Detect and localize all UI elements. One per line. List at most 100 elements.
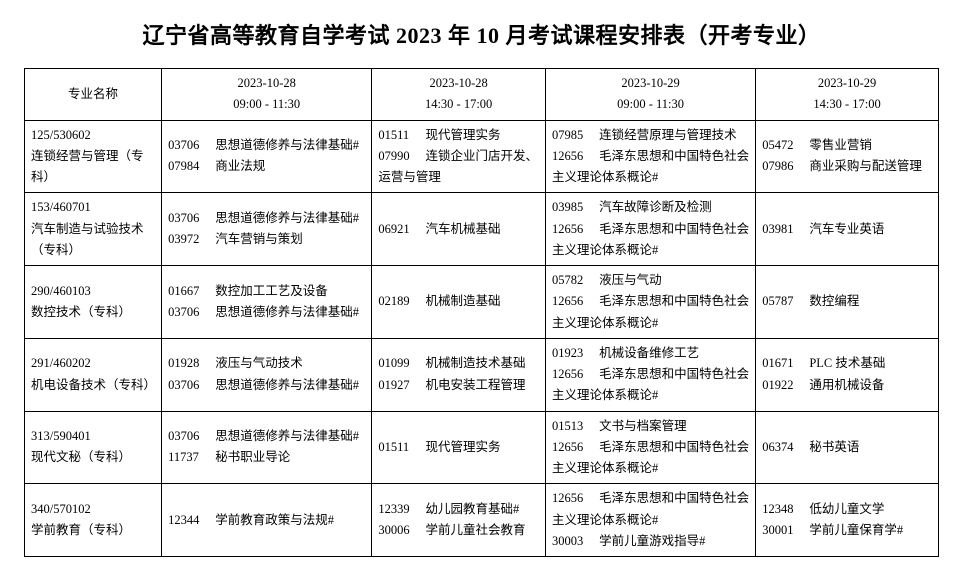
course-cell: 01667 数控加工工艺及设备03706 思想道德修养与法律基础# [162, 266, 372, 339]
course-cell: 03706 思想道德修养与法律基础#11737 秘书职业导论 [162, 411, 372, 484]
course-line: 05782 液压与气动 [552, 270, 749, 291]
course-name: 思想道德修养与法律基础# [212, 378, 359, 392]
course-name: 秘书职业导论 [212, 450, 290, 464]
course-name: 数控编程 [806, 294, 859, 308]
course-cell: 12344 学前教育政策与法规# [162, 484, 372, 557]
major-code: 340/570102 [31, 499, 155, 520]
course-line: 12656 毛泽东思想和中国特色社会主义理论体系概论# [552, 488, 749, 531]
col-s4-date: 2023-10-29 [762, 73, 932, 94]
course-code: 12656 [552, 291, 596, 312]
table-row: 153/460701汽车制造与试验技术（专科）03706 思想道德修养与法律基础… [25, 193, 939, 266]
major-code: 291/460202 [31, 353, 155, 374]
major-cell: 290/460103数控技术（专科） [25, 266, 162, 339]
course-code: 02189 [378, 291, 422, 312]
course-cell: 01513 文书与档案管理12656 毛泽东思想和中国特色社会主义理论体系概论# [545, 411, 755, 484]
course-code: 07986 [762, 156, 806, 177]
course-name: 通用机械设备 [806, 378, 884, 392]
col-s2-time: 14:30 - 17:00 [378, 94, 539, 115]
course-name: 零售业营销 [806, 138, 872, 152]
course-line: 12656 毛泽东思想和中国特色社会主义理论体系概论# [552, 219, 749, 262]
course-name: 汽车机械基础 [422, 222, 500, 236]
course-line: 02189 机械制造基础 [378, 291, 539, 312]
course-line: 03706 思想道德修养与法律基础# [168, 135, 365, 156]
schedule-table: 专业名称 2023-10-28 09:00 - 11:30 2023-10-28… [24, 68, 939, 557]
course-code: 01928 [168, 353, 212, 374]
major-code: 313/590401 [31, 426, 155, 447]
course-code: 03706 [168, 135, 212, 156]
course-line: 01928 液压与气动技术 [168, 353, 365, 374]
course-cell: 02189 机械制造基础 [372, 266, 546, 339]
col-major: 专业名称 [25, 69, 162, 121]
course-name: 数控加工工艺及设备 [212, 284, 328, 298]
course-line: 07990 连锁企业门店开发、运营与管理 [378, 146, 539, 189]
major-cell: 125/530602连锁经营与管理（专科） [25, 120, 162, 193]
course-cell: 05782 液压与气动12656 毛泽东思想和中国特色社会主义理论体系概论# [545, 266, 755, 339]
major-cell: 313/590401现代文秘（专科） [25, 411, 162, 484]
course-line: 07985 连锁经营原理与管理技术 [552, 125, 749, 146]
course-code: 12348 [762, 499, 806, 520]
course-name: 学前儿童保育学# [806, 523, 903, 537]
course-code: 07985 [552, 125, 596, 146]
course-cell: 12339 幼儿园教育基础#30006 学前儿童社会教育 [372, 484, 546, 557]
course-line: 01511 现代管理实务 [378, 125, 539, 146]
course-line: 03981 汽车专业英语 [762, 219, 932, 240]
course-line: 05787 数控编程 [762, 291, 932, 312]
major-code: 153/460701 [31, 197, 155, 218]
course-line: 03706 思想道德修养与法律基础# [168, 302, 365, 323]
course-name: 商业法规 [212, 159, 265, 173]
course-name: 商业采购与配送管理 [806, 159, 922, 173]
page-title: 辽宁省高等教育自学考试 2023 年 10 月考试课程安排表（开考专业） [24, 18, 939, 50]
course-code: 03706 [168, 375, 212, 396]
course-name: 低幼儿童文学 [806, 502, 884, 516]
col-session-1: 2023-10-28 09:00 - 11:30 [162, 69, 372, 121]
course-cell: 03985 汽车故障诊断及检测12656 毛泽东思想和中国特色社会主义理论体系概… [545, 193, 755, 266]
course-name: 思想道德修养与法律基础# [212, 138, 359, 152]
col-s4-time: 14:30 - 17:00 [762, 94, 932, 115]
course-line: 30003 学前儿童游戏指导# [552, 531, 749, 552]
course-cell: 03706 思想道德修养与法律基础#07984 商业法规 [162, 120, 372, 193]
course-code: 12344 [168, 510, 212, 531]
course-name: 思想道德修养与法律基础# [212, 305, 359, 319]
course-cell: 05472 零售业营销07986 商业采购与配送管理 [756, 120, 939, 193]
course-code: 30001 [762, 520, 806, 541]
course-line: 01927 机电安装工程管理 [378, 375, 539, 396]
major-name: 汽车制造与试验技术（专科） [31, 219, 155, 262]
course-name: 幼儿园教育基础# [422, 502, 519, 516]
course-line: 05472 零售业营销 [762, 135, 932, 156]
course-line: 01923 机械设备维修工艺 [552, 343, 749, 364]
course-line: 01922 通用机械设备 [762, 375, 932, 396]
course-line: 01667 数控加工工艺及设备 [168, 281, 365, 302]
course-line: 11737 秘书职业导论 [168, 447, 365, 468]
course-code: 30003 [552, 531, 596, 552]
course-line: 12656 毛泽东思想和中国特色社会主义理论体系概论# [552, 146, 749, 189]
course-code: 12656 [552, 219, 596, 240]
course-name: 现代管理实务 [422, 128, 500, 142]
course-line: 03706 思想道德修养与法律基础# [168, 375, 365, 396]
course-name: 汽车专业英语 [806, 222, 884, 236]
course-name: 文书与档案管理 [596, 419, 687, 433]
course-name: 思想道德修养与法律基础# [212, 211, 359, 225]
table-row: 340/570102学前教育（专科）12344 学前教育政策与法规#12339 … [25, 484, 939, 557]
course-cell: 06374 秘书英语 [756, 411, 939, 484]
course-code: 06921 [378, 219, 422, 240]
course-line: 30001 学前儿童保育学# [762, 520, 932, 541]
course-name: 学前儿童游戏指导# [596, 534, 705, 548]
course-code: 05472 [762, 135, 806, 156]
course-code: 01927 [378, 375, 422, 396]
course-code: 12656 [552, 364, 596, 385]
major-cell: 153/460701汽车制造与试验技术（专科） [25, 193, 162, 266]
course-line: 03972 汽车营销与策划 [168, 229, 365, 250]
col-session-4: 2023-10-29 14:30 - 17:00 [756, 69, 939, 121]
course-code: 07984 [168, 156, 212, 177]
course-code: 12656 [552, 146, 596, 167]
col-session-3: 2023-10-29 09:00 - 11:30 [545, 69, 755, 121]
course-line: 01671 PLC 技术基础 [762, 353, 932, 374]
major-name: 连锁经营与管理（专科） [31, 146, 155, 189]
course-line: 12339 幼儿园教育基础# [378, 499, 539, 520]
course-code: 01671 [762, 353, 806, 374]
course-line: 12656 毛泽东思想和中国特色社会主义理论体系概论# [552, 437, 749, 480]
course-code: 03706 [168, 302, 212, 323]
course-code: 03981 [762, 219, 806, 240]
course-cell: 01511 现代管理实务 [372, 411, 546, 484]
course-name: 机械制造基础 [422, 294, 500, 308]
